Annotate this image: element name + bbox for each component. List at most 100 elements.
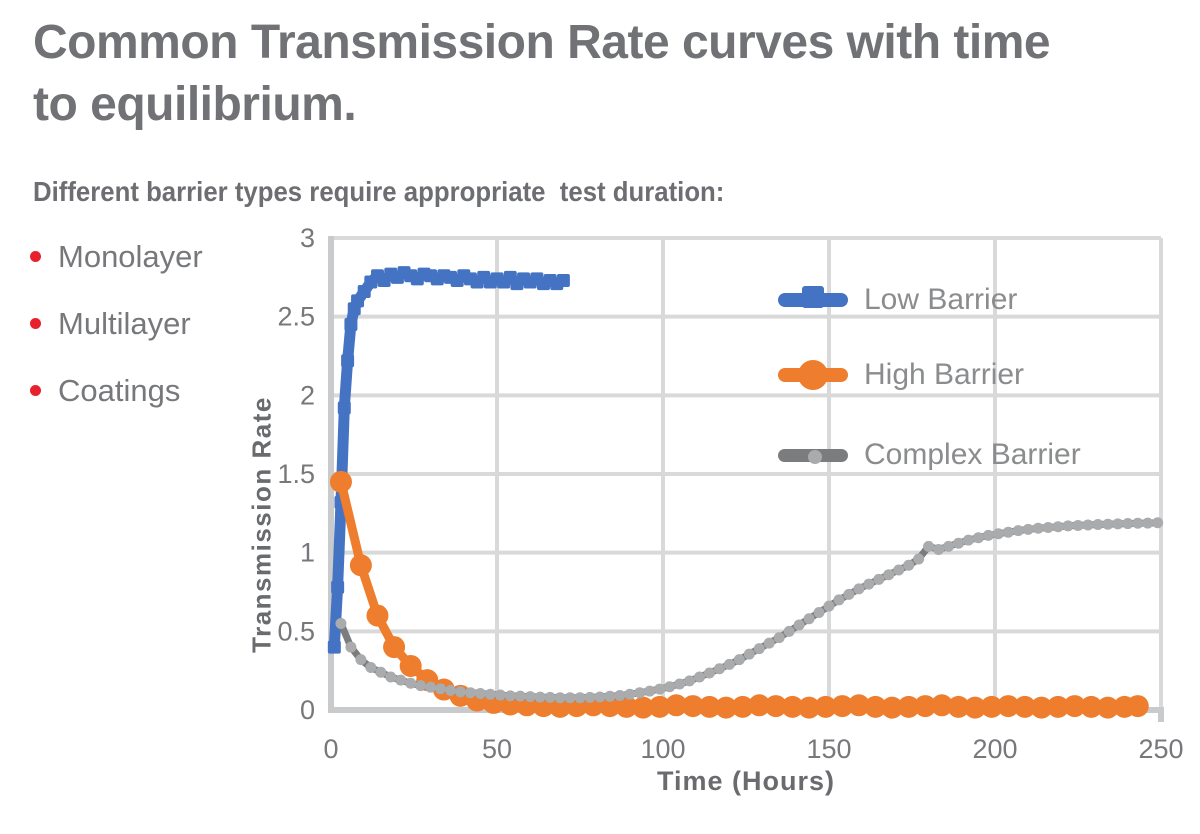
series-line-complex-barrier xyxy=(337,519,1162,702)
series-marker-high-barrier xyxy=(731,695,754,718)
series-marker-complex-barrier xyxy=(634,687,646,699)
series-marker-complex-barrier xyxy=(1092,519,1104,531)
series-marker-complex-barrier xyxy=(863,578,875,590)
series-marker-complex-barrier xyxy=(803,613,815,625)
series-marker-complex-barrier xyxy=(1032,522,1044,534)
series-marker-complex-barrier xyxy=(574,692,586,704)
series-marker-complex-barrier xyxy=(1002,526,1014,538)
series-marker-high-barrier xyxy=(1013,695,1036,718)
series-marker-complex-barrier xyxy=(972,532,984,544)
series-marker-complex-barrier xyxy=(534,691,546,703)
series-marker-complex-barrier xyxy=(554,692,566,704)
series-marker-complex-barrier xyxy=(644,685,656,697)
series-marker-complex-barrier xyxy=(713,663,725,675)
legend-item-high-barrier: High Barrier xyxy=(775,355,1024,395)
series-marker-high-barrier xyxy=(748,694,771,717)
series-marker-complex-barrier xyxy=(484,688,496,700)
series-marker-high-barrier xyxy=(632,696,655,719)
series-marker-high-barrier xyxy=(980,695,1003,718)
legend-label: Complex Barrier xyxy=(864,438,1081,471)
series-marker-complex-barrier xyxy=(514,690,526,702)
series-marker-complex-barrier xyxy=(1022,523,1034,535)
x-tick-label: 150 xyxy=(806,734,851,764)
legend-label: High Barrier xyxy=(864,358,1025,391)
low-barrier-line-icon xyxy=(778,286,848,308)
series-marker-complex-barrier xyxy=(1012,525,1024,537)
series-marker-complex-barrier xyxy=(1052,521,1064,533)
series-marker-complex-barrier xyxy=(445,684,457,696)
list-item-label: Coatings xyxy=(58,372,181,408)
series-marker-low-barrier xyxy=(337,401,351,415)
page-subtitle: Different barrier types require appropri… xyxy=(33,176,725,207)
series-marker-complex-barrier xyxy=(454,686,466,698)
series-marker-complex-barrier xyxy=(395,674,407,686)
series-marker-complex-barrier xyxy=(793,619,805,631)
series-marker-complex-barrier xyxy=(345,641,357,653)
title-line-2: to equilibrium. xyxy=(33,78,357,131)
high-barrier-line-icon xyxy=(778,360,848,390)
series-marker-high-barrier xyxy=(549,695,572,718)
series-marker-complex-barrier xyxy=(873,573,885,585)
series-marker-high-barrier xyxy=(1126,695,1149,718)
series-marker-high-barrier xyxy=(1047,695,1070,718)
series-marker-complex-barrier xyxy=(664,681,676,693)
series-marker-complex-barrier xyxy=(405,677,417,689)
series-marker-complex-barrier xyxy=(703,667,715,679)
series-marker-complex-barrier xyxy=(684,675,696,687)
series-marker-complex-barrier xyxy=(833,594,845,606)
y-tick-label: 1.5 xyxy=(277,459,315,489)
y-tick-label: 1 xyxy=(300,538,315,568)
series-marker-high-barrier xyxy=(715,696,738,719)
y-tick-label: 3 xyxy=(300,223,315,253)
series-marker-complex-barrier xyxy=(355,654,367,666)
series-marker-complex-barrier xyxy=(594,691,606,703)
series-marker-high-barrier xyxy=(914,695,937,718)
series-marker-high-barrier xyxy=(798,696,821,719)
series-marker-high-barrier xyxy=(781,695,804,718)
series-marker-low-barrier xyxy=(331,580,345,594)
series-marker-complex-barrier xyxy=(773,632,785,644)
series-marker-complex-barrier xyxy=(624,688,636,700)
series-marker-complex-barrier xyxy=(1142,517,1154,529)
series-marker-complex-barrier xyxy=(893,564,905,576)
list-item-multilayer: Multilayer xyxy=(30,305,203,341)
series-marker-complex-barrier xyxy=(694,671,706,683)
series-marker-complex-barrier xyxy=(813,606,825,618)
series-marker-high-barrier xyxy=(1080,695,1103,718)
x-tick-label: 100 xyxy=(640,734,685,764)
series-marker-complex-barrier xyxy=(1082,519,1094,531)
series-marker-complex-barrier xyxy=(1122,518,1134,530)
title-line-1: Common Transmission Rate curves with tim… xyxy=(33,16,1051,69)
x-axis-title: Time (Hours) xyxy=(656,766,836,796)
series-marker-complex-barrier xyxy=(923,540,935,552)
series-marker-complex-barrier xyxy=(524,691,536,703)
bullet-dot-icon xyxy=(30,318,41,329)
series-marker-high-barrier xyxy=(681,695,704,718)
series-marker-high-barrier xyxy=(349,554,372,577)
series-marker-complex-barrier xyxy=(474,687,486,699)
series-marker-high-barrier xyxy=(814,695,837,718)
list-item-label: Multilayer xyxy=(58,305,191,341)
series-marker-high-barrier xyxy=(366,604,389,627)
series-marker-complex-barrier xyxy=(1132,517,1144,529)
series-marker-complex-barrier xyxy=(753,643,765,655)
series-marker-complex-barrier xyxy=(564,692,576,704)
series-marker-complex-barrier xyxy=(604,690,616,702)
series-marker-complex-barrier xyxy=(544,691,556,703)
series-marker-complex-barrier xyxy=(723,658,735,670)
series-marker-high-barrier xyxy=(698,695,721,718)
x-tick-label: 0 xyxy=(323,734,338,764)
series-marker-complex-barrier xyxy=(883,569,895,581)
series-marker-high-barrier xyxy=(1030,696,1053,719)
bullet-dot-icon xyxy=(30,251,41,262)
x-tick-label: 200 xyxy=(972,734,1017,764)
barrier-type-list: Monolayer Multilayer Coatings xyxy=(30,239,203,441)
legend-item-complex-barrier: Complex Barrier xyxy=(775,435,1081,475)
y-tick-label: 2 xyxy=(300,380,315,410)
complex-barrier-line-icon xyxy=(778,449,848,464)
series-marker-complex-barrier xyxy=(992,528,1004,540)
series-marker-complex-barrier xyxy=(494,689,506,701)
series-marker-high-barrier xyxy=(997,695,1020,718)
